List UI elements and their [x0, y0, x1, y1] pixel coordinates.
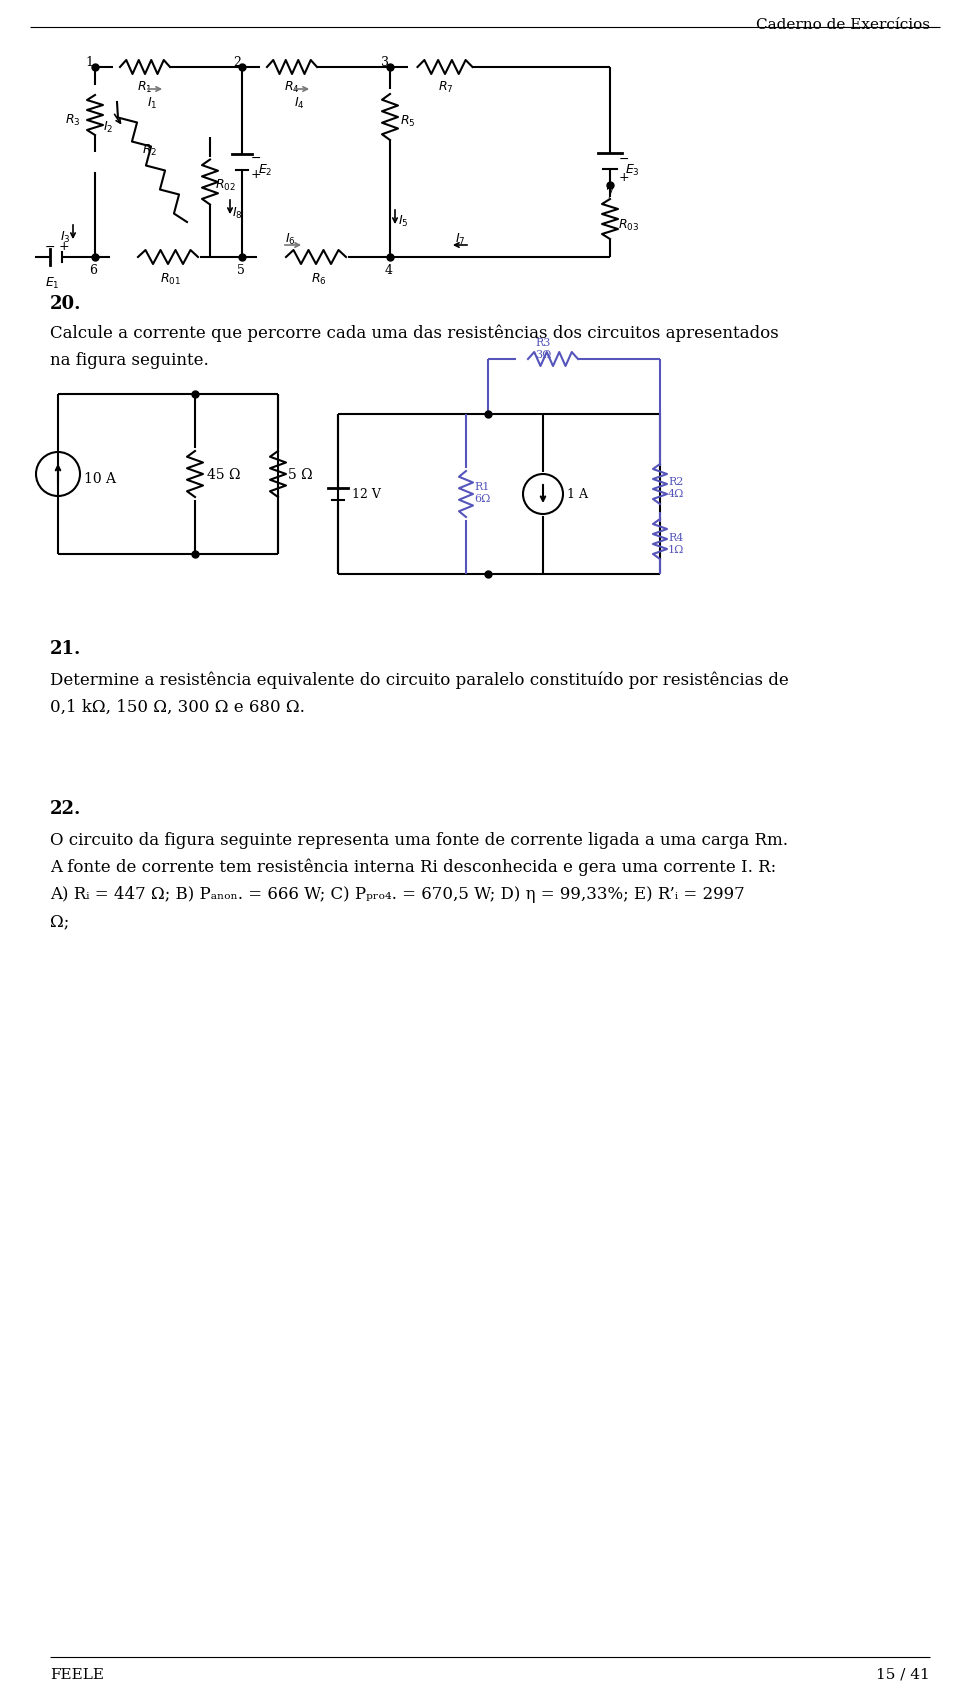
Text: $R_2$: $R_2$: [142, 144, 157, 159]
Text: $+$: $+$: [250, 167, 261, 181]
Text: $-$: $-$: [618, 152, 629, 166]
Text: 15 / 41: 15 / 41: [876, 1667, 930, 1681]
Text: 12 V: 12 V: [352, 488, 381, 502]
Text: 5 Ω: 5 Ω: [288, 468, 313, 481]
Text: 6: 6: [89, 263, 97, 277]
Text: $R_4$: $R_4$: [284, 79, 300, 95]
Text: R2: R2: [668, 476, 684, 486]
Text: $-$: $-$: [44, 240, 56, 253]
Text: 3: 3: [381, 56, 389, 69]
Text: 20.: 20.: [50, 296, 82, 312]
Text: 4Ω: 4Ω: [668, 488, 684, 498]
Text: R4: R4: [668, 532, 684, 542]
Text: R1
6Ω: R1 6Ω: [474, 481, 491, 503]
Text: $I_7$: $I_7$: [455, 231, 466, 247]
Text: $I_2$: $I_2$: [103, 120, 113, 135]
Text: 45 Ω: 45 Ω: [207, 468, 241, 481]
Text: Caderno de Exercícios: Caderno de Exercícios: [756, 19, 930, 32]
Text: 2: 2: [233, 56, 241, 69]
Text: $I_6$: $I_6$: [285, 231, 296, 247]
Text: R3: R3: [536, 338, 551, 348]
Text: 1Ω: 1Ω: [668, 544, 684, 554]
Text: $I_1$: $I_1$: [147, 96, 157, 111]
Text: Determine a resistência equivalente do circuito paralelo constituído por resistê: Determine a resistência equivalente do c…: [50, 672, 789, 689]
Text: 21.: 21.: [50, 640, 82, 657]
Text: 22.: 22.: [50, 799, 82, 817]
Text: 7: 7: [606, 187, 613, 201]
Text: 10 A: 10 A: [84, 471, 116, 486]
Text: $R_{02}$: $R_{02}$: [215, 177, 236, 193]
Text: $R_{01}$: $R_{01}$: [160, 272, 181, 287]
Text: $E_2$: $E_2$: [258, 162, 273, 177]
Text: $+$: $+$: [618, 171, 629, 184]
Text: O circuito da figura seguinte representa uma fonte de corrente ligada a uma carg: O circuito da figura seguinte representa…: [50, 831, 788, 848]
Text: $E_3$: $E_3$: [625, 162, 639, 177]
Text: $I_3$: $I_3$: [60, 230, 71, 245]
Text: 5: 5: [237, 263, 245, 277]
Text: FEELE: FEELE: [50, 1667, 104, 1681]
Text: 1 A: 1 A: [567, 488, 588, 502]
Text: 1: 1: [85, 56, 93, 69]
Text: 0,1 kΩ, 150 Ω, 300 Ω e 680 Ω.: 0,1 kΩ, 150 Ω, 300 Ω e 680 Ω.: [50, 699, 305, 716]
Text: $-$: $-$: [250, 150, 261, 164]
Text: na figura seguinte.: na figura seguinte.: [50, 351, 208, 368]
Text: $R_3$: $R_3$: [65, 113, 81, 128]
Text: $R_1$: $R_1$: [137, 79, 153, 95]
Text: Calcule a corrente que percorre cada uma das resistências dos circuitos apresent: Calcule a corrente que percorre cada uma…: [50, 324, 779, 343]
Text: $R_6$: $R_6$: [311, 272, 326, 287]
Text: $E_1$: $E_1$: [45, 275, 60, 291]
Text: 3Ω: 3Ω: [535, 350, 551, 360]
Text: Ω;: Ω;: [50, 912, 69, 929]
Text: $+$: $+$: [59, 240, 70, 253]
Text: 4: 4: [385, 263, 393, 277]
Text: $R_5$: $R_5$: [400, 113, 416, 128]
Text: $I_8$: $I_8$: [232, 206, 243, 221]
Text: A fonte de corrente tem resistência interna Ri desconhecida e gera uma corrente : A fonte de corrente tem resistência inte…: [50, 858, 777, 877]
Text: $R_{03}$: $R_{03}$: [618, 218, 639, 233]
Text: $I_5$: $I_5$: [398, 215, 409, 230]
Text: A) Rᵢ = 447 Ω; B) Pₐₙₒₙ. = 666 W; C) Pₚᵣₒ₄. = 670,5 W; D) η = 99,33%; E) R’ᵢ = 2: A) Rᵢ = 447 Ω; B) Pₐₙₒₙ. = 666 W; C) Pₚᵣ…: [50, 885, 745, 902]
Text: $R_7$: $R_7$: [438, 79, 453, 95]
Text: $I_4$: $I_4$: [294, 96, 304, 111]
